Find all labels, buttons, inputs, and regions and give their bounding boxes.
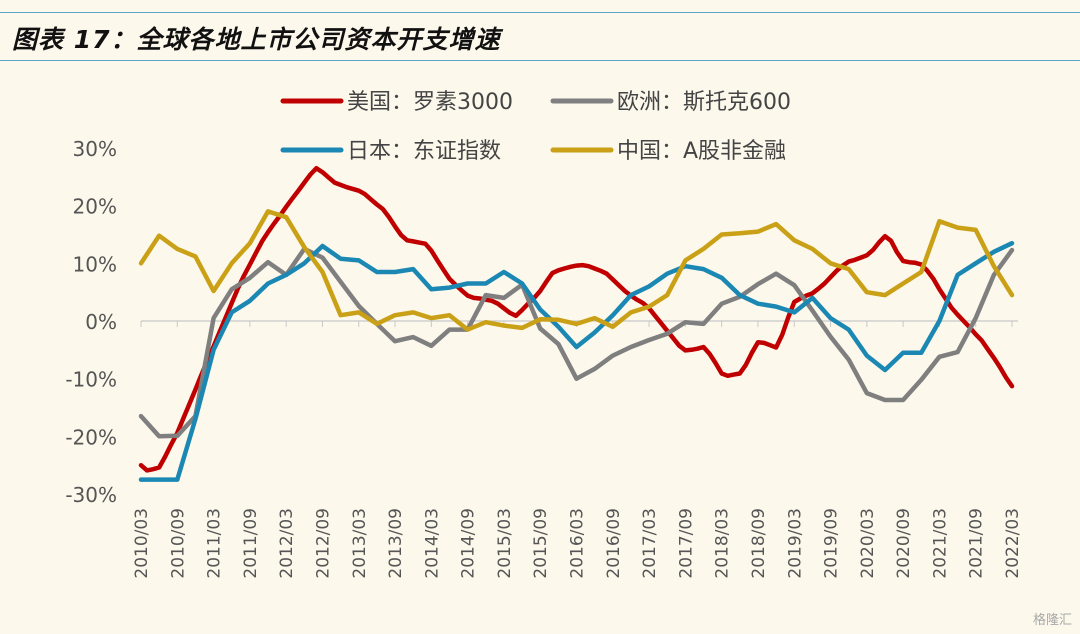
x-tick-label: 2015/09 [531,508,551,579]
legend-label: 欧洲：斯托克600 [617,90,791,115]
x-tick-label: 2012/03 [277,508,297,579]
x-tick-label: 2015/03 [495,508,515,579]
x-tick-label: 2019/09 [822,508,842,579]
x-tick-label: 2019/03 [785,508,805,579]
y-tick-label: -30% [65,483,117,507]
y-tick-label: 20% [73,195,117,219]
x-tick-label: 2016/03 [568,508,588,579]
series-line-1 [138,246,1015,439]
x-tick-label: 2013/03 [350,508,370,579]
x-tick-label: 2020/09 [894,508,914,579]
series-line-2 [138,240,1015,482]
y-tick-label: -10% [65,368,117,392]
x-tick-label: 2010/03 [132,508,152,579]
series-line-3 [138,209,1015,332]
x-tick-label: 2020/03 [858,508,878,579]
x-tick-label: 2021/03 [930,508,950,579]
title-rule [0,60,1080,61]
x-tick-label: 2012/09 [313,508,333,579]
x-tick-label: 2017/03 [640,508,660,579]
x-tick-label: 2014/03 [422,508,442,579]
title-bar: 图表 17：全球各地上市公司资本开支增速 [0,18,1080,60]
x-tick-label: 2010/09 [168,508,188,579]
y-tick-label: 30% [73,137,117,161]
x-tick-label: 2013/09 [386,508,406,579]
legend-label: 日本：东证指数 [347,139,501,164]
y-tick-label: -20% [65,425,117,449]
x-tick-label: 2011/09 [241,508,261,579]
legend-label: 美国：罗素3000 [347,90,513,115]
x-tick-label: 2017/09 [676,508,696,579]
x-tick-label: 2011/03 [205,508,225,579]
top-rule [0,12,1080,13]
x-tick-label: 2018/03 [713,508,733,579]
x-tick-label: 2018/09 [749,508,769,579]
x-tick-label: 2014/09 [459,508,479,579]
watermark-logo: 格隆汇 [1032,613,1072,628]
x-tick-label: 2016/09 [604,508,624,579]
y-tick-label: 10% [73,252,117,276]
y-tick-label: 0% [85,310,117,334]
x-tick-label: 2021/09 [967,508,987,579]
x-tick-label: 2022/03 [1003,508,1023,579]
legend-label: 中国：A股非金融 [617,139,786,164]
series-line-0 [138,165,1015,473]
chart-title: 图表 17：全球各地上市公司资本开支增速 [12,25,501,54]
